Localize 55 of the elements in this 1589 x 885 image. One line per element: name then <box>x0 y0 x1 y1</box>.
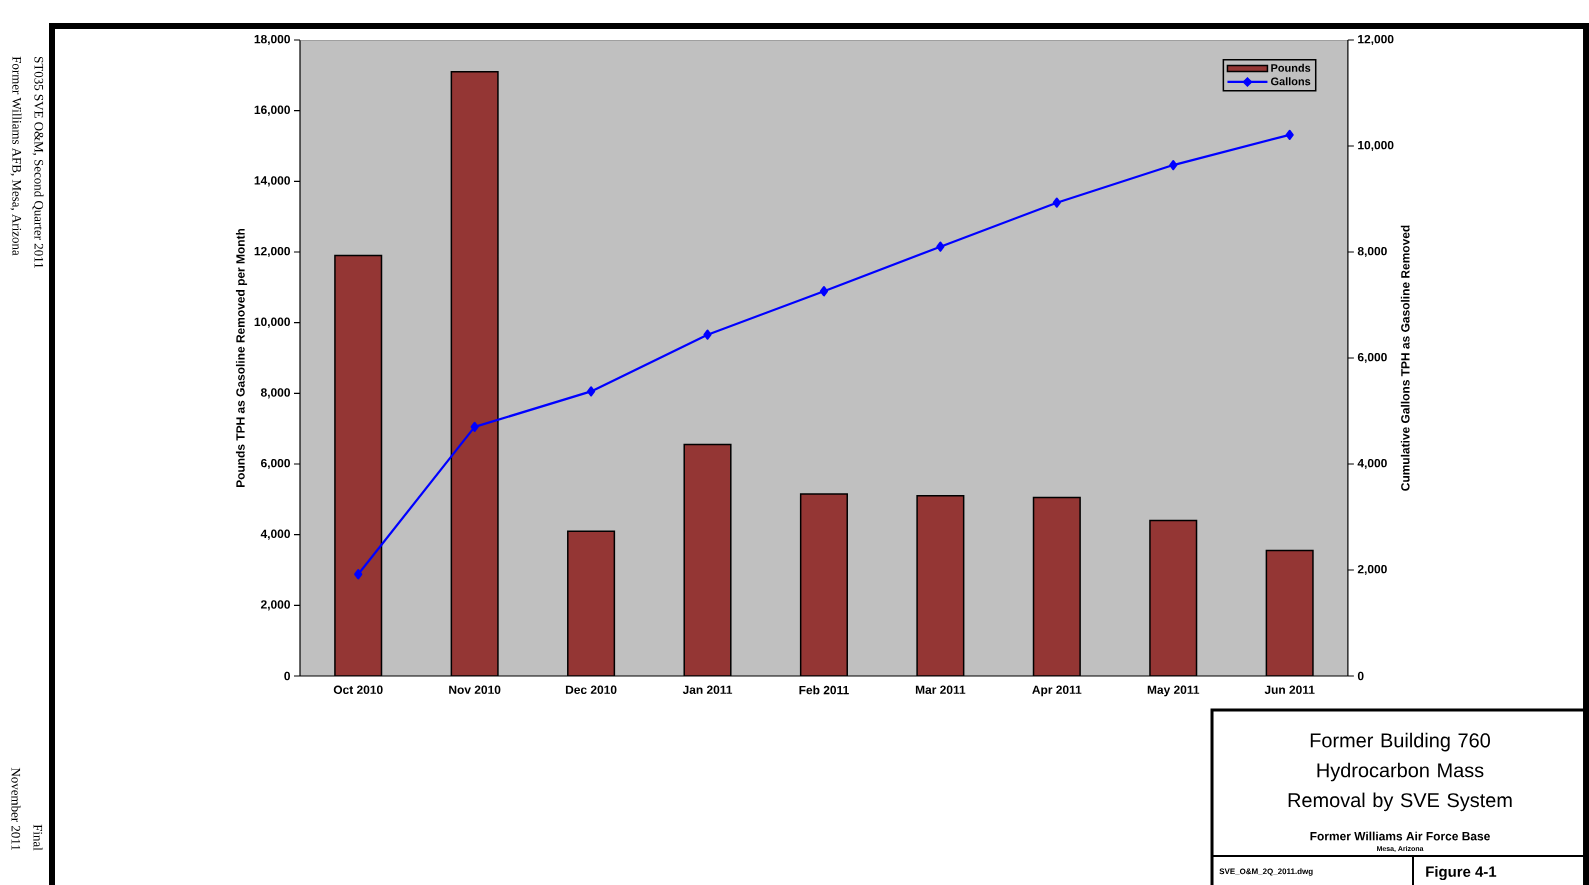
y-tick-label: 0 <box>284 671 290 681</box>
y2-tick-label: 6,000 <box>1357 352 1387 364</box>
y-tick-label: 8,000 <box>260 388 290 399</box>
y2-tick-label: 8,000 <box>1357 246 1387 258</box>
bar <box>1032 496 1081 677</box>
point <box>703 329 712 340</box>
x-tick-label: Jun 2011 <box>1264 685 1315 694</box>
y2-tick-label: 12,000 <box>1358 34 1394 46</box>
bar <box>1149 519 1198 677</box>
y2-tick-label: 2,000 <box>1357 564 1387 576</box>
y-tick-label: 6,000 <box>261 458 290 470</box>
y2-tick-label: 0 <box>1357 671 1364 681</box>
x-tick-label: Jan 2011 <box>682 685 733 694</box>
point <box>586 386 596 397</box>
bar <box>683 443 732 677</box>
legend-label: Pounds <box>1271 63 1311 72</box>
y-tick-label: 4,000 <box>260 529 290 540</box>
bar <box>334 254 383 677</box>
point <box>819 286 829 297</box>
y-tick-label: 18,000 <box>254 34 290 46</box>
y-tick-label: 14,000 <box>254 176 290 187</box>
text: Final <box>33 824 43 851</box>
y-tick-label: 10,000 <box>254 317 290 328</box>
bar <box>1265 549 1314 677</box>
x-tick-label: Dec 2010 <box>565 685 617 694</box>
point <box>1169 159 1178 171</box>
text: Former Williams AFB, Mesa, Arizona <box>10 56 22 256</box>
y2-tick-label: 4,000 <box>1357 458 1387 470</box>
y-tick-label: 16,000 <box>254 105 290 116</box>
bar <box>916 495 965 677</box>
y2-axis-title: Cumulative Gallons TPH as Gasoline Removed <box>1400 225 1410 491</box>
point <box>1052 197 1061 208</box>
x-tick-label: Feb 2011 <box>799 685 849 695</box>
caption: Figure 4-1 <box>1426 866 1497 881</box>
point <box>354 569 363 580</box>
y-tick-label: 2,000 <box>260 600 290 611</box>
text: Former Williams Air Force Base <box>1310 831 1490 841</box>
x-tick-label: Apr 2011 <box>1032 685 1082 697</box>
point <box>936 241 945 252</box>
x-tick-label: Mar 2011 <box>915 685 966 694</box>
point <box>470 421 479 433</box>
bar <box>450 71 499 677</box>
y-axis-title: Pounds TPH as Gasoline Removed per Month <box>235 228 248 488</box>
x-tick-label: May 2011 <box>1147 685 1200 697</box>
point <box>1285 129 1294 140</box>
text: ST035 SVE O&M, Second Quarter 2011 <box>32 57 44 268</box>
bar <box>799 493 848 677</box>
text: November 2011 <box>11 767 21 851</box>
text: Former Building 760 Hydrocarbon Mass Removal by SVE System <box>1288 732 1512 812</box>
x-tick-label: Nov 2010 <box>449 685 501 694</box>
y2-tick-label: 10,000 <box>1358 140 1394 152</box>
bar <box>567 530 616 677</box>
x-tick-label: Oct 2010 <box>333 685 383 694</box>
y-tick-label: 12,000 <box>254 246 290 258</box>
legend-label: Gallons <box>1270 77 1311 86</box>
